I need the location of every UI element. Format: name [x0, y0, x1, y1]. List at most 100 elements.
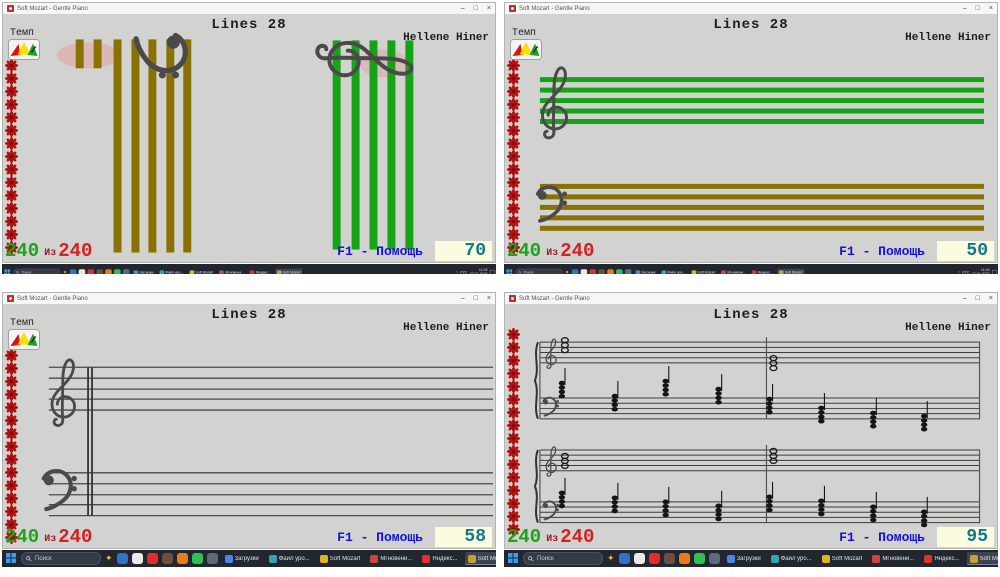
whatsapp-icon[interactable] — [615, 269, 623, 274]
camera-icon[interactable] — [161, 553, 173, 564]
chrome-icon[interactable] — [78, 269, 85, 274]
taskbar-app-button[interactable]: Загрузки — [634, 269, 658, 274]
copilot-icon[interactable]: ✦ — [105, 553, 113, 563]
close-button[interactable]: × — [486, 295, 491, 302]
taskbar-app-button[interactable]: Мгновени... — [367, 552, 415, 565]
flower-icon — [5, 362, 18, 375]
copilot-icon[interactable]: ✦ — [62, 269, 68, 274]
taskbar-app-button[interactable]: Soft Mozart — [776, 268, 805, 274]
gimp-icon[interactable] — [708, 553, 720, 564]
taskbar-app-button[interactable]: Загрузки — [222, 552, 262, 565]
camera-icon[interactable] — [598, 269, 605, 274]
notification-button[interactable] — [489, 269, 496, 274]
taskbar-app-button[interactable]: Файл уро... — [768, 552, 815, 565]
youtube-icon[interactable] — [589, 269, 596, 274]
maximize-button[interactable]: □ — [473, 295, 478, 302]
taskbar-app-button[interactable]: Файл уро... — [158, 269, 186, 274]
taskbar-app-button[interactable]: Soft Mozart — [274, 268, 303, 274]
language-indicator[interactable]: РУС — [962, 270, 970, 274]
progress-flowers — [5, 349, 19, 544]
maximize-button[interactable]: □ — [975, 5, 980, 12]
app-button-icon — [133, 270, 139, 274]
taskbar-search[interactable]: Поиск — [21, 552, 101, 565]
tempo-button[interactable] — [510, 39, 542, 60]
gimp-icon[interactable] — [206, 553, 218, 564]
start-button[interactable] — [508, 550, 519, 567]
taskbar-app-button[interactable]: Файл уро... — [266, 552, 313, 565]
taskbar-app-button[interactable]: Soft Mozart — [819, 552, 866, 565]
copilot-icon[interactable]: ✦ — [564, 269, 570, 274]
paint-icon[interactable] — [69, 269, 77, 274]
taskbar-app-button[interactable]: Яндекс... — [921, 552, 962, 565]
whatsapp-icon[interactable] — [693, 553, 705, 564]
clock[interactable]: 11:0527.01.2025 — [470, 268, 488, 274]
taskbar-app-button[interactable]: Мгновени... — [720, 269, 748, 274]
taskbar-app-button[interactable]: Soft Mozart — [464, 552, 496, 565]
chrome-icon[interactable] — [131, 553, 143, 564]
chrome-icon[interactable] — [633, 553, 645, 564]
close-button[interactable]: × — [486, 5, 491, 12]
chord-note — [920, 413, 928, 419]
chord-note — [818, 414, 825, 420]
taskbar-search[interactable]: Поиск — [13, 268, 61, 274]
chrome-icon[interactable] — [580, 269, 587, 274]
taskbar-app-button[interactable]: Мгновени... — [869, 552, 917, 565]
vlc-icon[interactable] — [678, 553, 690, 564]
taskbar-app-button[interactable]: Soft Mozart — [317, 552, 364, 565]
camera-icon[interactable] — [96, 269, 103, 274]
chord-note — [662, 378, 669, 384]
language-indicator[interactable]: РУС — [460, 270, 468, 274]
notification-button[interactable] — [991, 269, 998, 274]
chord-note — [818, 498, 825, 504]
taskbar-search[interactable]: Поиск — [515, 268, 563, 274]
clock[interactable]: 11:0527.01.2025 — [972, 268, 990, 274]
youtube-icon[interactable] — [87, 269, 94, 274]
flower-icon — [5, 72, 18, 85]
minimize-button[interactable]: – — [962, 295, 967, 302]
taskbar-search[interactable]: Поиск — [523, 552, 603, 565]
taskbar-app-button[interactable]: Яндекс... — [248, 269, 272, 274]
taskbar-app-button[interactable]: Загрузки — [132, 269, 156, 274]
tray-expand-icon[interactable]: ^ — [958, 270, 960, 274]
whatsapp-icon[interactable] — [191, 553, 203, 564]
start-button[interactable] — [506, 267, 513, 274]
start-button[interactable] — [4, 267, 11, 274]
copilot-icon[interactable]: ✦ — [607, 553, 615, 563]
whatsapp-icon[interactable] — [113, 269, 121, 274]
taskbar-app-button[interactable]: Soft Mozart — [690, 269, 718, 274]
minimize-button[interactable]: – — [962, 5, 967, 12]
gimp-icon[interactable] — [122, 269, 130, 274]
tempo-total: 240 — [58, 240, 93, 262]
close-button[interactable]: × — [988, 5, 993, 12]
taskbar-app-button[interactable]: Мгновени... — [218, 269, 246, 274]
taskbar-app-button[interactable]: Загрузки — [724, 552, 764, 565]
minimize-button[interactable]: – — [460, 295, 465, 302]
start-button[interactable] — [6, 550, 17, 567]
taskbar-app-button[interactable]: Файл уро... — [660, 269, 688, 274]
taskbar-app-button[interactable]: Soft Mozart — [966, 552, 998, 565]
taskbar-app-button[interactable]: Яндекс... — [419, 552, 460, 565]
tempo-current: 240 — [507, 240, 542, 262]
maximize-button[interactable]: □ — [975, 295, 980, 302]
paint-icon[interactable] — [116, 553, 128, 564]
chord-note — [662, 503, 669, 509]
close-button[interactable]: × — [988, 295, 993, 302]
tempo-button[interactable] — [8, 39, 40, 60]
maximize-button[interactable]: □ — [473, 5, 478, 12]
youtube-icon[interactable] — [648, 553, 660, 564]
paint-icon[interactable] — [618, 553, 630, 564]
vlc-icon[interactable] — [104, 269, 112, 274]
taskbar-app-button[interactable]: Яндекс... — [750, 269, 774, 274]
tray-expand-icon[interactable]: ^ — [456, 270, 458, 274]
gimp-icon[interactable] — [624, 269, 632, 274]
vlc-icon[interactable] — [176, 553, 188, 564]
vlc-icon[interactable] — [606, 269, 614, 274]
bass-clef-icon — [44, 471, 77, 509]
tempo-button[interactable] — [8, 329, 40, 350]
flower-icon — [5, 176, 18, 189]
youtube-icon[interactable] — [146, 553, 158, 564]
paint-icon[interactable] — [571, 269, 579, 274]
camera-icon[interactable] — [663, 553, 675, 564]
taskbar-app-button[interactable]: Soft Mozart — [188, 269, 216, 274]
minimize-button[interactable]: – — [460, 5, 465, 12]
